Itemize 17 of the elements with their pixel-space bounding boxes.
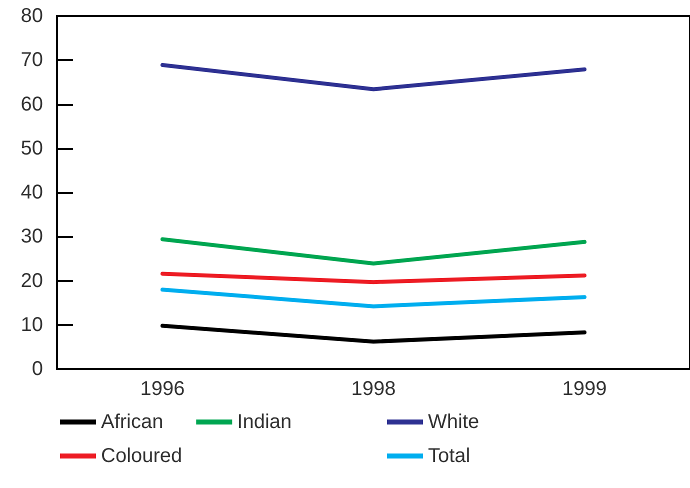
x-tick-label: 1999 [562, 378, 607, 400]
y-tick-label: 60 [20, 93, 43, 116]
legend-label: Coloured [101, 445, 182, 467]
y-tick-label: 40 [20, 182, 43, 204]
x-tick-label: 1998 [351, 378, 396, 400]
y-tick-label: 10 [20, 314, 43, 336]
y-tick-label: 80 [20, 5, 43, 27]
legend-label: Indian [237, 411, 292, 433]
x-tick-label: 1996 [140, 378, 185, 400]
legend-label: White [428, 411, 480, 433]
legend-label: Total [428, 445, 470, 467]
y-tick-label: 20 [20, 270, 43, 292]
legend-label: African [101, 411, 164, 433]
y-tick-label: 70 [20, 49, 43, 72]
y-tick-label: 50 [20, 137, 43, 160]
y-tick-label: 30 [20, 226, 43, 248]
y-tick-label: 0 [32, 358, 43, 380]
